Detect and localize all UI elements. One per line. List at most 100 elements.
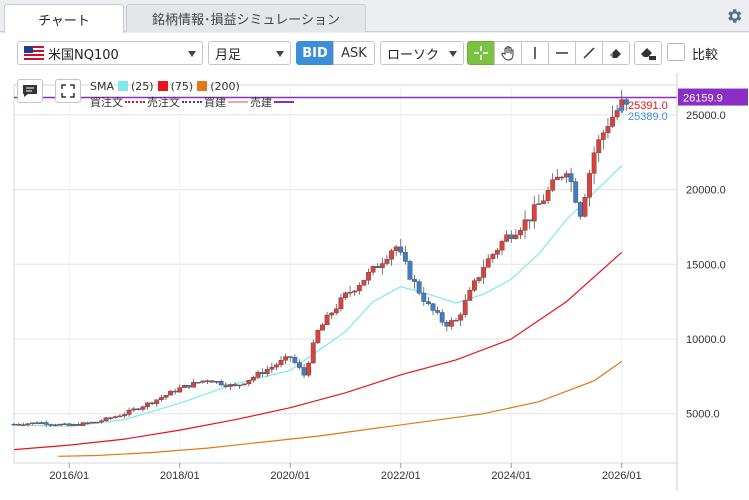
candle-up [356,285,362,292]
candle-down [577,202,583,217]
eraser-tool-button[interactable] [602,41,630,65]
candle-up [564,173,569,178]
candle-up [168,390,173,396]
bid-button[interactable]: BID [296,41,334,65]
chart-style-select[interactable]: ローソク [380,41,464,65]
candle-down [402,252,408,262]
x-tick-label: 2024/01 [491,470,531,482]
tab-symbol-info[interactable]: 銘柄情報･損益シミュレーション [126,4,366,32]
candle-up [237,384,243,387]
candle-down [16,423,22,426]
x-tick-label: 2018/01 [160,470,200,482]
candle-up [513,234,519,239]
candle-up [389,250,394,260]
candle-up [99,420,104,423]
candle-up [145,402,150,407]
vertical-line-tool-button[interactable] [521,41,549,65]
sell-order-line [182,101,202,103]
trend-line-tool-button[interactable] [575,41,603,65]
plot-frame [13,84,678,464]
candle-up [518,230,523,236]
candle-up [545,190,551,201]
candle-up [596,139,602,154]
symbol-select[interactable]: 米国NQ100 [17,41,203,65]
fullscreen-button[interactable] [55,79,81,103]
sma200-swatch [197,81,208,91]
candle-up [264,369,270,375]
buy-position-line [228,101,248,103]
comment-button[interactable] [17,79,43,103]
candle-up [366,271,371,281]
candle-up [333,308,339,314]
chart-area[interactable]: 26159.9 25391.0 25389.0 5000.0 10000.0 15000… [0,73,749,500]
sma-label: SMA [90,79,114,93]
candle-up [204,380,210,382]
tab-bar: チャート 銘柄情報･損益シミュレーション [0,0,749,33]
candle-down [301,367,307,376]
candle-down [209,380,215,383]
candle-down [425,301,431,304]
y-tick-label: 5000.0 [686,409,720,421]
us-flag-icon [24,46,44,60]
candle-up [140,406,146,410]
chart-style-label: ローソク [387,47,440,63]
tab-chart[interactable]: チャート [4,4,124,33]
candle-down [416,281,422,294]
candle-up [89,421,95,424]
candle-up [269,366,275,370]
candle-up [485,258,491,268]
candle-up [448,320,454,327]
candle-down [186,385,192,388]
crosshair-tool-button[interactable] [467,41,495,65]
candle-down [444,322,450,327]
gear-icon[interactable] [725,7,743,25]
ask-button[interactable]: ASK [333,41,375,65]
candle-up [62,423,68,425]
candle-up [329,312,335,316]
horizontal-line-tool-button[interactable] [548,41,576,65]
sell-order-label: 売注文 [147,96,180,109]
interval-select[interactable]: 月足 [208,41,291,65]
candle-up [251,376,256,381]
candle-up [495,249,500,255]
sell-position-line [274,101,294,103]
buy-order-line [125,101,145,103]
candle-down [43,422,49,425]
crosshair-icon [474,46,488,60]
candle-down [430,303,436,311]
candle-up [467,290,473,301]
sma75-period: (75) [170,79,194,93]
x-tick-label: 2020/01 [270,470,310,482]
candle-down [527,219,533,222]
candle-up [200,380,206,383]
candle-up [541,200,546,204]
candle-up [227,384,233,387]
candle-up [614,110,620,118]
position-price-badge [678,88,748,106]
candle-up [379,263,385,268]
chevron-down-icon [276,51,284,57]
candle-down [218,381,224,386]
candle-down [11,423,17,426]
pan-tool-button[interactable] [494,41,522,65]
candle-down [260,372,266,375]
candle-down [232,384,238,387]
sma25-swatch [118,81,128,91]
candle-up [605,126,611,134]
candle-up [531,204,537,222]
clear-all-button[interactable] [634,41,662,65]
compare-checkbox[interactable] [667,43,685,61]
candle-up [536,203,542,205]
candle-up [241,383,247,386]
candle-down [623,99,629,105]
candle-up [338,297,344,310]
vertical-line-icon [534,47,536,59]
candle-up [71,424,77,426]
candle-up [191,382,196,388]
candle-up [600,132,606,140]
candle-down [76,424,81,426]
candle-down [375,266,381,268]
indicator-legend: SMA (25) (75) (200) 買注文 売注文 買建 売建 [80,78,318,114]
y-tick-label: 25000.0 [686,110,726,122]
